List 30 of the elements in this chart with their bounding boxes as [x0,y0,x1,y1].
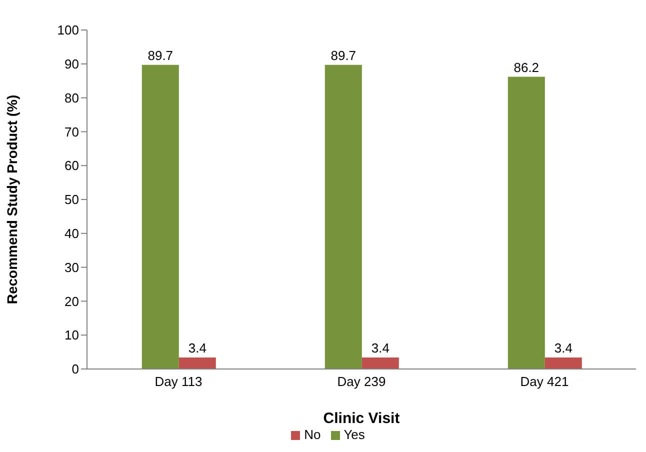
y-tick-label: 50 [64,192,79,208]
y-tick-label: 60 [64,158,79,174]
data-label: 3.4 [371,340,390,356]
y-tick-label: 80 [64,90,79,106]
legend-label: Yes [344,427,365,442]
bar [508,76,545,369]
bar [178,357,216,369]
y-tick-label: 90 [64,56,79,72]
data-label: 89.7 [330,48,356,63]
bar [142,64,179,369]
legend-label: No [304,427,321,442]
x-tick-label: Day 113 [154,374,202,390]
y-tick-label: 40 [64,226,79,242]
y-tick-label: 10 [64,328,79,343]
x-axis-title: Clinic Visit [323,410,400,427]
y-tick-label: 100 [57,22,79,38]
y-tick-label: 70 [64,124,79,140]
y-tick-label: 20 [64,294,79,309]
y-tick-label: 0 [72,362,79,377]
y-tick-label: 30 [64,260,79,275]
x-tick-label: Day 239 [337,374,386,390]
data-label: 3.4 [188,340,206,356]
data-label: 3.4 [554,340,572,356]
bar [544,357,582,369]
data-label: 89.7 [148,48,174,63]
x-tick-label: Day 421 [520,374,569,390]
bar [362,357,399,369]
bar [324,64,362,369]
y-axis-title: Recommend Study Product (%) [4,94,20,304]
data-label: 86.2 [514,60,540,75]
